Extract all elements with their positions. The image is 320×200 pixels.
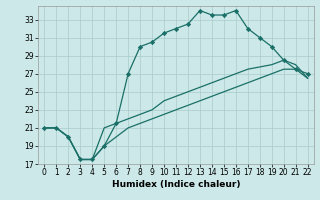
X-axis label: Humidex (Indice chaleur): Humidex (Indice chaleur) [112,180,240,189]
